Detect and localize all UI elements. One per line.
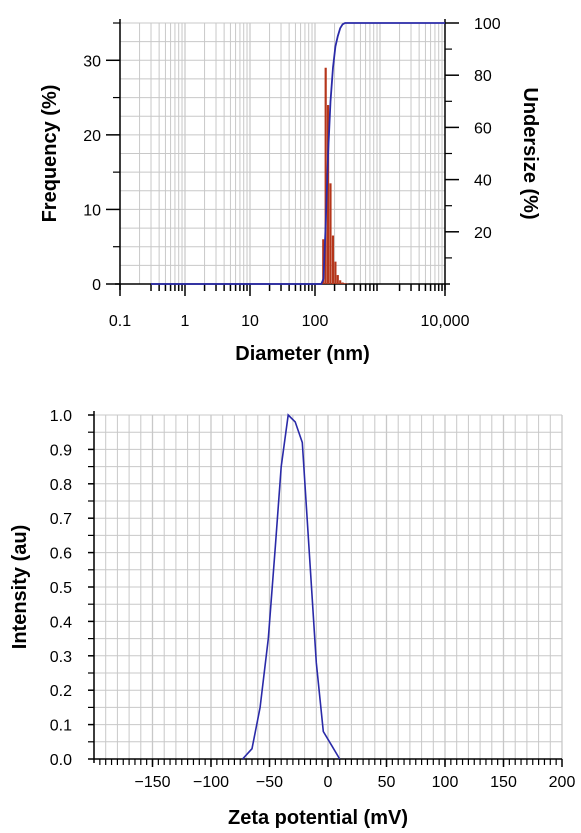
histogram-bar <box>329 183 332 284</box>
y2-tick-label: 60 <box>474 120 492 137</box>
y-tick-label: 0.4 <box>50 614 72 631</box>
y-axis-title: Intensity (au) <box>9 525 31 649</box>
y2-tick-label: 20 <box>474 225 492 242</box>
y-tick-label: 0.1 <box>50 718 72 735</box>
y-tick-label: 0.2 <box>50 683 72 700</box>
x-tick-label: 50 <box>378 774 396 791</box>
y-tick-label: 10 <box>83 202 101 219</box>
y-tick-label: 0 <box>92 277 101 294</box>
y-tick-label: 0.7 <box>50 511 72 528</box>
histogram-bar <box>336 275 339 284</box>
y-tick-label: 30 <box>83 53 101 70</box>
x-tick-label: 0 <box>324 774 333 791</box>
histogram-bar <box>322 239 325 284</box>
x-tick-label: 200 <box>549 774 576 791</box>
histogram-bar <box>341 282 344 284</box>
undersize-curve-line <box>151 22 445 285</box>
y2-axis-title: Undersize (%) <box>519 87 541 219</box>
x-tick-label: 0.1 <box>109 313 131 330</box>
histogram-bar <box>334 261 337 284</box>
intensity-curve-line <box>242 413 341 760</box>
x-axis-title: Diameter (nm) <box>235 343 369 365</box>
y2-tick-label: 100 <box>474 16 501 33</box>
y2-tick-label: 40 <box>474 173 492 190</box>
y-tick-label: 0.6 <box>50 546 72 563</box>
y-tick-label: 1.0 <box>50 408 72 425</box>
grid <box>93 414 563 760</box>
y-tick-label: 0.9 <box>50 442 72 459</box>
x-tick-label: 10 <box>241 313 259 330</box>
x-tick-label: −150 <box>134 774 170 791</box>
size-distribution-chart: 0 10 20 30 20 40 60 80 100 0.1 1 10 100 10,000 Diamete… <box>39 16 541 365</box>
x-tick-label: 100 <box>302 313 329 330</box>
histogram-bar <box>339 280 342 284</box>
x-tick-label: 150 <box>490 774 517 791</box>
y-tick-label: 0.8 <box>50 477 72 494</box>
y-axis-title: Frequency (%) <box>39 85 61 223</box>
histogram-bar <box>324 67 327 284</box>
x-tick-label: −100 <box>193 774 229 791</box>
y-tick-label: 0.0 <box>50 752 72 769</box>
y-tick-label: 20 <box>83 128 101 145</box>
x-axis-title: Zeta potential (mV) <box>228 807 408 829</box>
y-tick-label: 0.5 <box>50 580 72 597</box>
histogram-bar <box>327 105 330 285</box>
y2-tick-label: 80 <box>474 68 492 85</box>
y-tick-label: 0.3 <box>50 649 72 666</box>
x-tick-label: 100 <box>432 774 459 791</box>
histogram-bar <box>343 283 347 284</box>
x-tick-label: 1 <box>181 313 190 330</box>
x-tick-label: −50 <box>256 774 283 791</box>
grid <box>119 22 445 285</box>
x-tick-label: 10,000 <box>421 313 470 330</box>
histogram-bar <box>331 235 335 284</box>
